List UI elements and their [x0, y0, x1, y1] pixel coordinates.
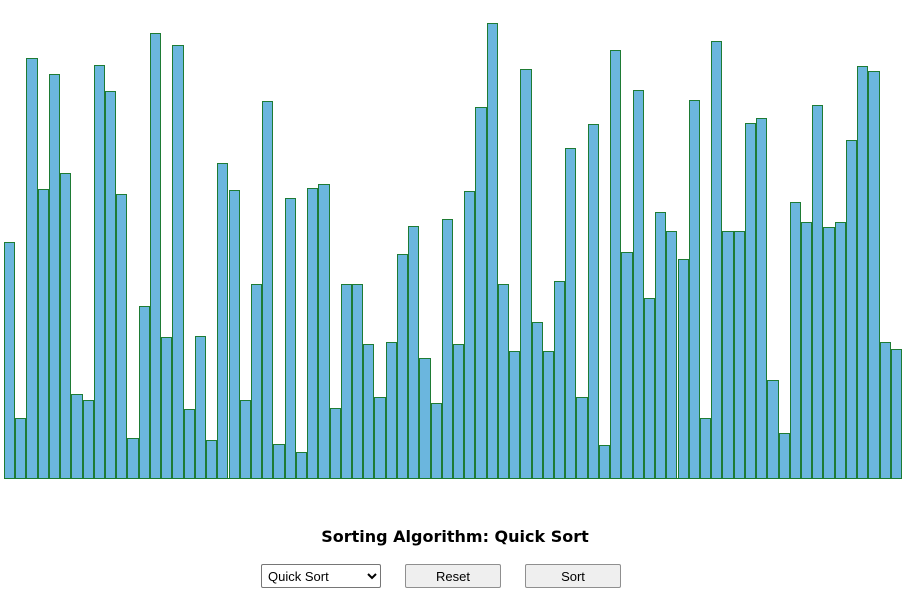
array-bar	[767, 379, 779, 478]
array-bar	[363, 344, 375, 478]
array-bar	[228, 189, 240, 478]
array-bar	[127, 437, 139, 478]
array-bar	[464, 190, 476, 478]
array-bar	[733, 231, 745, 478]
reset-button[interactable]: Reset	[405, 564, 501, 588]
array-bar	[273, 443, 285, 478]
array-bar	[329, 407, 341, 478]
page-title: Sorting Algorithm: Quick Sort	[0, 527, 910, 546]
array-bar	[183, 408, 195, 478]
array-bar	[857, 65, 869, 478]
array-bar	[430, 403, 442, 478]
array-bar	[194, 335, 207, 478]
array-bar	[890, 349, 902, 478]
array-bar	[71, 394, 83, 478]
array-bar	[542, 350, 555, 478]
bars-container	[4, 20, 902, 479]
array-bar	[497, 284, 510, 478]
array-bar	[419, 358, 431, 478]
array-bar	[711, 41, 723, 478]
array-bar	[206, 439, 218, 478]
title-prefix: Sorting Algorithm:	[321, 527, 495, 546]
array-bar	[587, 123, 599, 478]
array-bar	[643, 298, 656, 478]
array-bar	[48, 73, 61, 478]
array-bar	[60, 172, 72, 478]
array-bar	[4, 242, 16, 478]
array-bar	[565, 147, 577, 478]
array-bar	[307, 188, 319, 478]
array-bar	[374, 396, 386, 478]
algorithm-select[interactable]: Quick Sort	[261, 564, 381, 588]
array-bar	[699, 418, 712, 478]
sort-button[interactable]: Sort	[525, 564, 621, 588]
array-bar	[722, 230, 734, 478]
array-bar	[441, 218, 453, 478]
array-bar	[879, 342, 891, 478]
array-bar	[800, 222, 813, 478]
array-bar	[812, 104, 824, 478]
array-bar	[677, 258, 689, 478]
array-bar	[250, 284, 263, 478]
array-bar	[868, 70, 880, 478]
array-bar	[149, 33, 162, 478]
array-bar	[509, 350, 521, 478]
array-bar	[834, 221, 846, 478]
array-bar	[172, 45, 184, 478]
array-bar	[295, 452, 308, 478]
array-bar	[318, 183, 330, 478]
array-bar	[666, 231, 678, 478]
array-bar	[778, 433, 790, 478]
array-bar	[621, 252, 633, 478]
array-bar	[655, 211, 667, 478]
array-bar	[351, 284, 364, 478]
array-bar	[610, 50, 622, 478]
array-bar	[453, 344, 465, 478]
array-bar	[688, 100, 700, 478]
array-bar	[217, 163, 229, 478]
array-bar	[756, 118, 768, 478]
array-bar	[37, 189, 49, 478]
array-bar	[554, 281, 566, 478]
array-bar	[284, 198, 296, 478]
array-bar	[486, 23, 498, 478]
array-bar	[239, 400, 251, 478]
array-bar	[789, 202, 801, 478]
array-bar	[823, 226, 835, 478]
array-bar	[340, 284, 352, 478]
array-bar	[82, 400, 94, 478]
array-bar	[116, 194, 128, 478]
array-bar	[744, 122, 757, 478]
array-bar	[531, 322, 543, 478]
array-bar	[138, 305, 150, 478]
array-bar	[161, 337, 173, 478]
array-bar	[632, 90, 644, 478]
array-bar	[93, 64, 106, 478]
array-bar	[520, 69, 532, 478]
title-algorithm: Quick Sort	[494, 527, 589, 546]
array-bar	[396, 254, 409, 478]
array-bar	[15, 417, 27, 478]
array-bar	[475, 107, 487, 478]
array-bar	[845, 139, 858, 478]
array-bar	[408, 225, 420, 478]
array-bar	[105, 91, 117, 478]
array-bar	[598, 444, 611, 478]
array-bar	[576, 396, 588, 478]
array-bar	[262, 101, 274, 478]
array-bar	[26, 58, 38, 478]
array-bar	[385, 341, 397, 478]
